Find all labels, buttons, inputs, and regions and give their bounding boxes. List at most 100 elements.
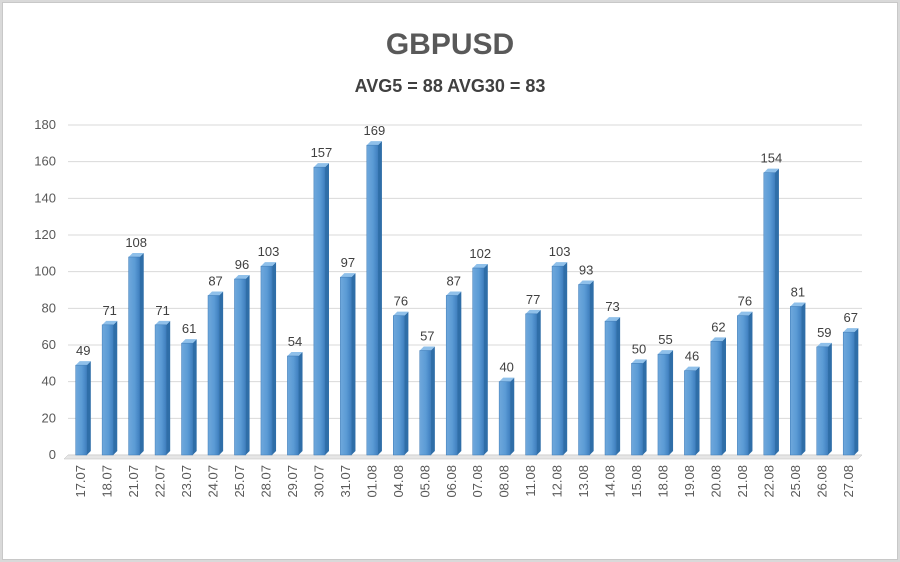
bar-front [101,324,114,456]
bar-14.08 [604,317,621,456]
bar-11.08 [525,309,541,456]
data-label: 67 [844,310,858,325]
x-tick-label: 21.08 [735,465,750,498]
bar-front [128,256,140,456]
bar-top [102,320,118,325]
bar-top [234,275,250,279]
data-label: 71 [102,303,116,318]
y-tick-label: 40 [42,374,56,389]
bar-26.08 [816,342,832,456]
bar-25.08 [790,302,806,456]
x-tick-label: 29.07 [285,465,300,498]
bar-front [313,166,326,456]
x-tick-label: 30.07 [311,465,326,498]
bar-front [260,265,273,456]
y-tick-label: 120 [34,227,56,242]
bar-17.07 [75,361,91,456]
x-tick-label: 19.08 [682,465,697,498]
y-tick-label: 180 [34,117,56,132]
bar-top [763,168,779,173]
x-tick-label: 21.07 [126,465,141,498]
x-tick-label: 13.08 [576,465,591,498]
bar-side [139,253,144,455]
bar-side [113,320,118,455]
bar-side [298,352,303,455]
bar-top [710,337,726,342]
bar-front [657,353,670,456]
bar-15.08 [631,359,647,456]
bar-top [75,361,91,366]
bar-front [154,324,167,456]
bar-28.07 [260,262,277,456]
x-tick-label: 28.07 [259,465,274,498]
x-tick-label: 31.07 [338,465,353,498]
chart-subtitle: AVG5 = 88 AVG30 = 83 [354,76,546,96]
bar-side [483,264,488,455]
data-label: 108 [125,235,147,250]
bar-side [563,262,568,455]
x-tick-label: 25.08 [788,465,803,498]
bar-front [816,346,829,456]
bar-front [181,342,193,456]
bar-05.08 [419,346,435,456]
bar-top [208,291,224,296]
bar-top [684,366,700,371]
bar-18.08 [657,350,674,456]
bar-front [790,306,802,456]
bar-top [155,320,171,325]
bar-30.07 [313,163,329,456]
bar-front [684,370,696,456]
bar-front [631,363,643,456]
x-tick-label: 20.08 [708,465,723,498]
bar-23.07 [181,339,197,456]
x-tick-label: 14.08 [603,465,618,498]
bar-top [260,262,277,267]
bar-21.08 [737,311,753,456]
bar-top [446,291,462,296]
data-label: 97 [341,255,355,270]
bar-side [192,339,197,455]
data-label: 93 [579,263,593,278]
bar-19.08 [684,366,700,456]
bar-top [393,311,409,316]
bar-side [430,346,435,455]
x-tick-label: 22.07 [153,465,168,498]
bar-29.07 [287,352,303,456]
bar-front [498,381,511,456]
x-tick-label: 15.08 [629,465,644,498]
x-tick-label: 26.08 [814,465,829,498]
data-label: 59 [817,325,831,340]
x-tick-label: 04.08 [391,465,406,498]
bar-front [710,341,723,456]
x-tick-label: 23.07 [179,465,194,498]
bar-front [604,320,617,456]
bar-07.08 [472,264,488,456]
bar-front [419,350,432,456]
data-label: 71 [155,303,169,318]
bar-top [419,346,435,351]
data-label: 46 [685,349,699,364]
bar-18.07 [101,320,118,456]
data-label: 49 [76,343,90,358]
y-tick-label: 100 [34,264,56,279]
bar-side [721,337,726,455]
bar-front [287,355,299,456]
y-tick-label: 0 [49,447,56,462]
bar-25.07 [234,275,250,456]
bar-side [351,273,356,455]
bar-side [377,141,382,455]
bar-side [695,366,700,455]
bar-front [842,331,855,456]
y-tick-label: 80 [42,300,56,315]
bar-top [843,328,859,333]
bar-side [245,275,250,455]
bar-top [737,311,753,316]
bar-22.07 [154,320,171,456]
bar-side [827,342,832,455]
bar-front [366,144,379,456]
bar-22.08 [763,168,779,456]
data-label: 154 [761,151,783,166]
y-tick-label: 140 [34,190,56,205]
bar-front [445,295,458,456]
y-tick-label: 160 [34,154,56,169]
